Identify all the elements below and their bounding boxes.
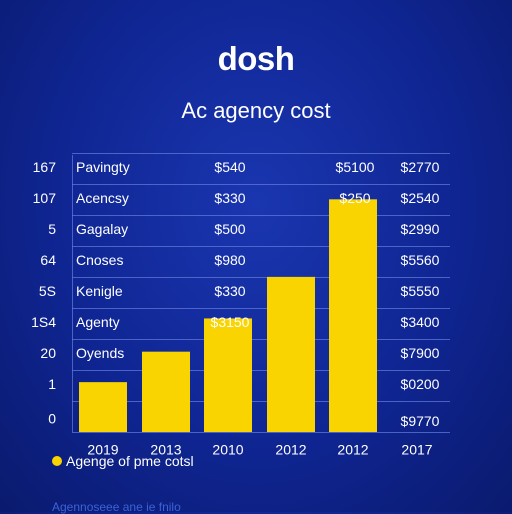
value-label: $2990 [401, 221, 440, 237]
value-label: $330 [214, 283, 245, 299]
row-label: Pavingty [76, 159, 130, 175]
value-label: $3400 [401, 314, 440, 330]
y-tick-label: 20 [40, 345, 56, 361]
row-label: Agenty [76, 314, 120, 330]
value-label: $5100 [336, 159, 375, 175]
row-label: Acencsy [76, 190, 129, 206]
brand-logo: dosh [217, 40, 295, 77]
value-label: $540 [214, 159, 245, 175]
legend-label: Agenge of pme cotsl [66, 453, 194, 469]
value-label: $980 [214, 252, 245, 268]
bar [142, 351, 190, 432]
value-label: $9770 [401, 413, 440, 429]
bar [204, 318, 252, 432]
value-label: $0200 [401, 376, 440, 392]
y-tick-label: 5 [48, 221, 56, 237]
value-label: $500 [214, 221, 245, 237]
x-tick-label: 2013 [150, 442, 181, 458]
legend: Agenge of pme cotsl [52, 452, 194, 470]
x-tick-label: 2010 [212, 442, 243, 458]
x-tick-label: 2019 [87, 442, 118, 458]
value-label: $3150 [211, 314, 250, 330]
x-tick-label: 2012 [275, 442, 306, 458]
y-tick-label: 64 [40, 252, 56, 268]
value-label: $330 [214, 190, 245, 206]
value-label: $5550 [401, 283, 440, 299]
value-label: $5560 [401, 252, 440, 268]
value-label: $2540 [401, 190, 440, 206]
bar [329, 199, 377, 432]
value-label: $2770 [401, 159, 440, 175]
y-tick-label: 167 [33, 159, 57, 175]
legend-swatch [52, 456, 62, 466]
chart-title: Ac agency cost [181, 98, 331, 123]
y-tick-label: 107 [33, 190, 57, 206]
legend-secondary: Agennoseee ane ie fnilo [52, 500, 181, 514]
y-tick-label: 1S4 [31, 314, 56, 330]
value-label: $250 [339, 190, 370, 206]
bar-series [79, 199, 377, 432]
value-label: $7900 [401, 345, 440, 361]
grid-lines [72, 153, 450, 433]
y-tick-label: 1 [48, 376, 56, 392]
bar [267, 276, 315, 432]
y-tick-label: 0 [48, 411, 56, 427]
row-label: Oyends [76, 345, 124, 361]
row-label: Kenigle [76, 283, 123, 299]
x-tick-label: 2017 [401, 442, 432, 458]
row-label: Gagalay [76, 221, 128, 237]
row-label: Cnoses [76, 252, 123, 268]
chart-labels: 0 1 20 1S4 5S 64 5 107 167 Oyends Agenty Kenigle Cno… [31, 159, 440, 458]
y-tick-label: 5S [39, 283, 56, 299]
x-tick-label: 2012 [337, 442, 368, 458]
bar [79, 382, 127, 432]
